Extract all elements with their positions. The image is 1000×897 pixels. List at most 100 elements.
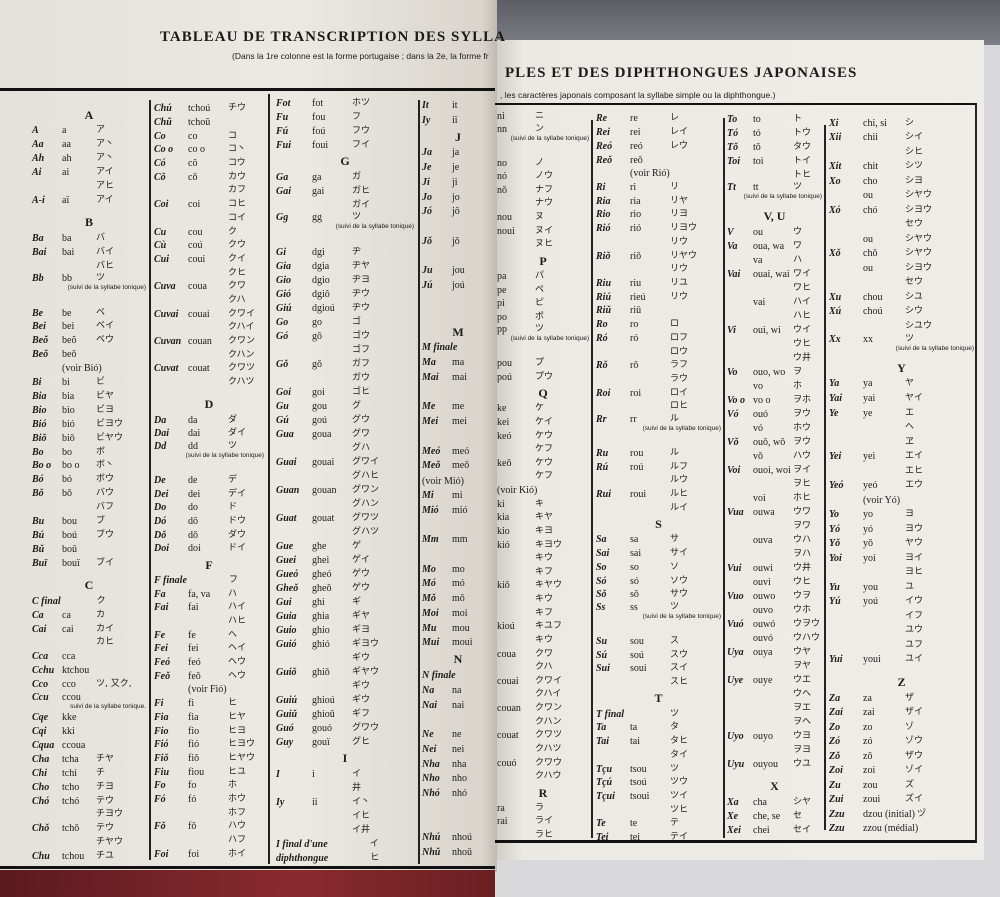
japanese-kana: ゲウ	[352, 582, 371, 593]
table-row: Co o co o コ丶	[154, 143, 264, 157]
table-row: Zu zou ズ	[829, 778, 974, 793]
french-form: sou	[630, 635, 644, 647]
section-letter-heading: M	[452, 324, 464, 339]
japanese-kana: ヲハ	[793, 548, 812, 559]
japanese-kana: チ	[96, 767, 106, 778]
japanese-kana: クハン	[228, 349, 255, 360]
japanese-kana: キユフ	[535, 621, 563, 632]
japanese-kana: ウ	[793, 226, 803, 237]
table-row: I final d'une イ	[276, 837, 414, 851]
french-form: de	[188, 474, 198, 486]
japanese-kana: ソ	[670, 561, 680, 572]
portuguese-form: Va	[727, 240, 738, 252]
french-form: rieú	[630, 291, 646, 303]
japanese-kana: キヤ	[535, 512, 554, 523]
table-row: Nei nei	[422, 742, 494, 757]
japanese-kana: サ	[670, 534, 680, 545]
table-row: セウ	[829, 276, 974, 291]
japanese-kana: ホイ	[228, 848, 247, 859]
portuguese-form: Je	[422, 162, 432, 174]
portuguese-form: Cha	[32, 753, 50, 765]
french-form: vó	[753, 422, 763, 434]
french-form: ne	[452, 729, 462, 741]
french-form: chou	[863, 291, 883, 303]
table-row: Xx xx ツ (suivi de la syllabe tonique)	[829, 334, 974, 353]
table-column: To to ト Tó tó トウ Tǒ tǒ タウ Toi toi トイ トヒ Tt tt ツ (suivi d…	[727, 112, 822, 836]
portuguese-form: Zo	[829, 721, 841, 733]
japanese-kana: ナウ	[535, 198, 554, 209]
french-form: (voir Mió)	[422, 476, 464, 488]
japanese-kana: コヒ	[228, 199, 247, 210]
french-form: couan	[188, 336, 212, 348]
portuguese-form: Gi	[276, 246, 286, 258]
japanese-kana: ゾイ	[905, 765, 924, 776]
japanese-kana: ヨイ	[905, 552, 924, 563]
french-form: co o	[188, 144, 205, 156]
french-form: ghioǔ	[312, 708, 335, 720]
portuguese-form: Vuo	[727, 590, 744, 602]
japanese-kana: ヲホ	[793, 394, 812, 405]
french-form: fi	[188, 698, 195, 710]
japanese-kana: ロウ	[670, 346, 689, 357]
french-form: pi	[497, 298, 505, 310]
table-row: nn ン (suivi de la syllabe tonique)	[497, 124, 589, 143]
japanese-kana: ド	[228, 502, 238, 513]
japanese-kana: ロフ	[670, 332, 689, 343]
table-row: T final ツ	[596, 707, 721, 721]
french-form: vo o	[753, 394, 771, 406]
table-row: バフ	[32, 501, 146, 515]
portuguese-form: Gió	[276, 288, 291, 300]
table-top-rule-right	[495, 103, 977, 105]
section-letter-heading: V, U	[763, 209, 786, 223]
table-row: クハイ	[497, 688, 589, 702]
portuguese-form: Vai	[727, 268, 741, 280]
table-row: Bǒ bǒ バウ	[32, 487, 146, 501]
french-form: boú	[62, 530, 77, 542]
portuguese-form: Xe	[727, 810, 739, 822]
table-row: Bei bei ベイ	[32, 320, 146, 334]
japanese-kana: クワ	[535, 648, 554, 659]
french-form: cô	[188, 158, 198, 170]
japanese-kana: ヒヤウ	[228, 752, 256, 763]
japanese-kana: ベイ	[96, 321, 115, 332]
table-row: ギウ	[276, 679, 414, 693]
french-form: yai	[863, 393, 876, 404]
french-form: bouï	[62, 557, 80, 569]
japanese-kana: ハフ	[228, 835, 247, 846]
table-row: va ハ	[727, 253, 822, 267]
japanese-kana: ソウ	[670, 575, 689, 586]
table-row: ラウ	[596, 373, 721, 387]
table-row: Ru rou ル	[596, 447, 721, 461]
table-row: Ta ta タ	[596, 721, 721, 735]
french-form: soui	[630, 663, 647, 675]
japanese-kana: フ	[228, 574, 238, 585]
table-bottom-rule-right	[495, 840, 977, 843]
portuguese-form: Ss	[596, 601, 606, 613]
french-form: bei	[62, 321, 75, 333]
french-form: you	[863, 581, 878, 593]
japanese-kana: グハ	[352, 442, 371, 453]
japanese-kana: リウ	[670, 264, 689, 275]
french-form: fiou	[188, 766, 205, 778]
portuguese-form: Nhó	[422, 788, 440, 800]
french-form: gai	[312, 185, 325, 197]
table-row: Xa cha シヤ	[727, 795, 822, 809]
japanese-kana: リヨウ	[670, 223, 698, 234]
table-row: Rui roui ルヒ	[596, 488, 721, 502]
table-row: Do do ド	[154, 501, 264, 515]
table-row: Nha nha	[422, 757, 494, 772]
japanese-kana: ハヒ	[228, 616, 247, 627]
japanese-kana: ウ井	[793, 562, 812, 573]
portuguese-form: Cchu	[32, 665, 55, 677]
french-form: kió	[497, 539, 510, 551]
japanese-kana: ヒユ	[228, 766, 247, 777]
japanese-kana: ホツ	[352, 97, 371, 108]
table-row: セウ	[829, 218, 974, 233]
table-row	[422, 816, 494, 831]
japanese-kana: チウ	[228, 103, 247, 114]
portuguese-form: Bai	[32, 246, 47, 258]
japanese-kana: キフ	[535, 566, 554, 577]
portuguese-form: Jo	[422, 191, 432, 203]
french-form: nai	[452, 699, 465, 711]
portuguese-form: Ah	[32, 153, 45, 165]
